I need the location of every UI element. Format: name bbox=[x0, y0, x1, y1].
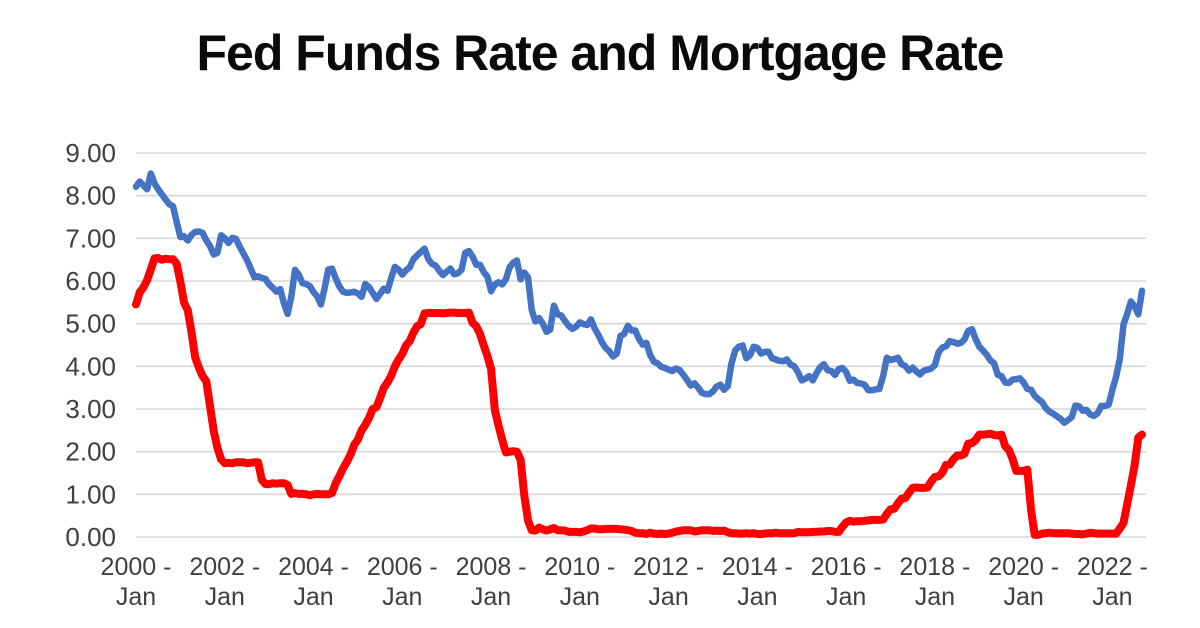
y-axis-labels: 0.00 1.00 2.00 3.00 4.00 5.00 6.00 7.00 8.00 9.00 bbox=[65, 138, 116, 552]
y-tick-label: 1.00 bbox=[65, 479, 116, 509]
x-tick-year-label: 2000 - bbox=[101, 553, 172, 581]
y-tick-label: 9.00 bbox=[65, 138, 116, 168]
chart-title: Fed Funds Rate and Mortgage Rate bbox=[196, 25, 1005, 81]
y-tick-label: 3.00 bbox=[65, 394, 116, 424]
x-tick-month-label: Jan bbox=[293, 583, 333, 611]
x-tick-year-label: 2010 - bbox=[544, 553, 615, 581]
x-tick-month-label: Jan bbox=[915, 583, 955, 611]
x-tick-month-label: Jan bbox=[382, 583, 422, 611]
x-tick-month-label: Jan bbox=[1003, 583, 1043, 611]
x-tick-year-label: 2012 - bbox=[633, 553, 704, 581]
x-tick-month-label: Jan bbox=[471, 583, 511, 611]
x-tick-year-label: 2020 - bbox=[988, 553, 1059, 581]
y-tick-label: 7.00 bbox=[65, 223, 116, 253]
x-tick-month-label: Jan bbox=[648, 583, 688, 611]
x-tick-year-label: 2022 - bbox=[1077, 553, 1148, 581]
x-tick-month-label: Jan bbox=[737, 583, 777, 611]
x-tick-year-label: 2002 - bbox=[189, 553, 260, 581]
y-tick-label: 5.00 bbox=[65, 309, 116, 339]
series-lines bbox=[132, 170, 1146, 539]
x-tick-month-label: Jan bbox=[826, 583, 866, 611]
fed-funds-rate-line bbox=[132, 254, 1146, 539]
y-tick-label: 2.00 bbox=[65, 437, 116, 467]
y-tick-label: 0.00 bbox=[65, 522, 116, 552]
x-tick-year-label: 2018 - bbox=[899, 553, 970, 581]
x-tick-month-label: Jan bbox=[560, 583, 600, 611]
x-tick-year-label: 2006 - bbox=[367, 553, 438, 581]
x-tick-year-label: 2004 - bbox=[278, 553, 349, 581]
x-tick-month-label: Jan bbox=[1092, 583, 1132, 611]
x-tick-month-label: Jan bbox=[205, 583, 245, 611]
y-tick-label: 8.00 bbox=[65, 181, 116, 211]
x-tick-year-label: 2016 - bbox=[811, 553, 882, 581]
x-tick-month-label: Jan bbox=[116, 583, 156, 611]
y-tick-label: 4.00 bbox=[65, 351, 116, 381]
gridlines bbox=[136, 152, 1146, 538]
mortgage-rate-line bbox=[132, 170, 1146, 426]
x-tick-year-label: 2008 - bbox=[456, 553, 527, 581]
x-tick-year-label: 2014 - bbox=[722, 553, 793, 581]
y-tick-label: 6.00 bbox=[65, 266, 116, 296]
